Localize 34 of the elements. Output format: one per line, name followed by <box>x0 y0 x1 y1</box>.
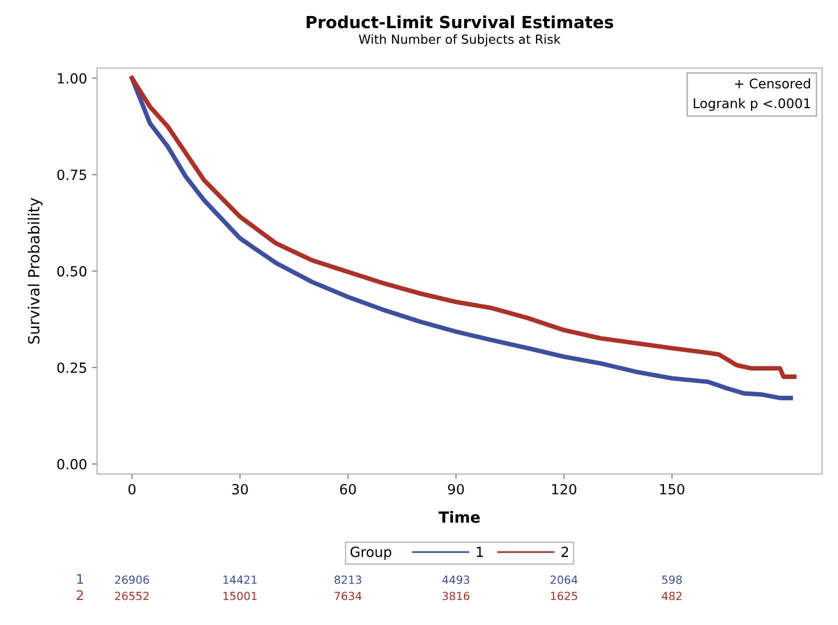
text: 14421 <box>224 576 257 584</box>
text: 26552 <box>115 592 149 600</box>
text: 3816 <box>442 592 470 600</box>
text: 15001 <box>224 592 257 600</box>
text: 1 <box>77 574 83 584</box>
x-tick-label: 60 <box>340 484 356 494</box>
annotation: Logrank p <.0001 <box>694 98 810 111</box>
chart-subtitle: With Number of Subjects at Risk <box>358 34 561 46</box>
y-tick-label: 0.50 <box>57 266 86 277</box>
legend-label: 2 <box>562 546 568 557</box>
text: 1625 <box>551 592 578 600</box>
text: 482 <box>662 592 682 600</box>
x-tick-label: 150 <box>660 484 684 494</box>
annotation: + Censored <box>735 78 810 88</box>
text: 598 <box>662 576 682 584</box>
y-tick-label: 0.75 <box>57 170 86 180</box>
legend-title: Group <box>350 546 392 560</box>
text: 2 <box>76 590 83 600</box>
text: 8213 <box>334 576 362 584</box>
text: 7634 <box>334 592 362 600</box>
x-tick-label: 30 <box>232 484 248 494</box>
x-tick-label: 120 <box>552 484 576 494</box>
y-tick-label: 0.00 <box>57 458 86 470</box>
text: 2064 <box>550 576 578 584</box>
text: 26906 <box>115 576 149 584</box>
y-tick-label: 0.25 <box>57 362 86 373</box>
chart-title: Product-Limit Survival Estimates <box>306 15 614 28</box>
x-tick-label: 90 <box>448 484 464 494</box>
text: 4493 <box>442 576 470 584</box>
x-tick-label: 0 <box>128 484 136 494</box>
y-axis-title: Survival Probability <box>28 198 43 344</box>
x-axis-title: Time <box>438 511 480 523</box>
legend-label: 1 <box>476 546 483 557</box>
y-tick-label: 1.00 <box>58 73 86 84</box>
